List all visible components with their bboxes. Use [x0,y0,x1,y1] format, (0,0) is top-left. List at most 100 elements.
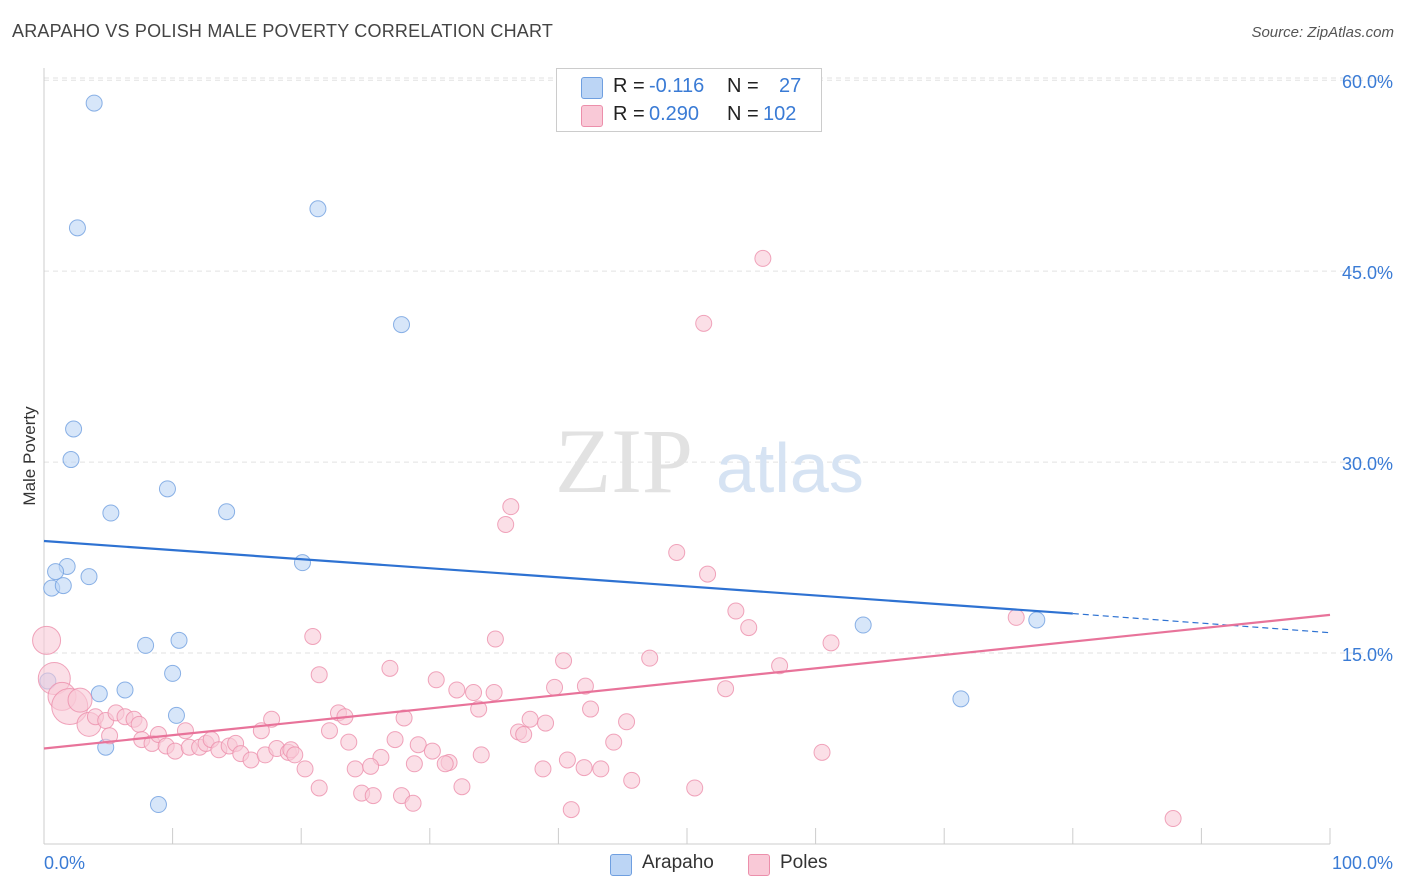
data-point-poles [1007,608,1025,626]
data-point-poles [423,742,441,760]
watermark-zip: ZIP [555,410,693,512]
legend-swatch-poles [748,854,770,876]
y-tick-label: 30.0% [1342,454,1393,474]
data-point-poles [470,700,488,718]
data-point-arapaho [137,636,155,654]
data-point-poles [576,677,594,695]
data-point-poles [641,649,659,667]
data-point-poles [515,726,533,744]
data-point-poles [386,731,404,749]
data-point-poles [176,722,194,740]
legend-n-value: 102 [763,103,797,125]
data-point-poles [395,709,413,727]
data-point-poles [427,671,445,689]
data-point-arapaho [952,690,970,708]
legend-label-arapaho: Arapaho [642,852,714,873]
data-point-arapaho [116,681,134,699]
data-point-poles [521,710,539,728]
data-point-arapaho [854,616,872,634]
data-point-poles [575,759,593,777]
data-point-poles [32,625,62,655]
data-points [32,94,1182,828]
legend-n-label: N = [727,75,759,97]
legend-label-poles: Poles [780,852,828,873]
data-point-poles [242,751,260,769]
y-tick-label: 15.0% [1342,645,1393,665]
trend-line-poles [43,613,1331,750]
data-point-poles [263,710,281,728]
legend-r-value: -0.116 [649,75,705,97]
data-point-arapaho [393,316,411,334]
data-point-poles [405,755,423,773]
data-point-poles [448,681,466,699]
data-point-poles [166,742,184,760]
data-point-arapaho [170,631,188,649]
data-point-poles [592,760,610,778]
watermark: ZIP atlas [555,410,864,512]
data-point-arapaho [68,219,86,237]
data-point-poles [497,515,515,533]
gridlines [44,77,1394,654]
data-point-poles [130,715,148,733]
legend-swatch-poles [581,105,603,127]
data-point-poles [686,779,704,797]
data-point-poles [465,684,483,702]
data-point-poles [546,678,564,696]
data-point-poles [346,760,364,778]
data-point-poles [582,700,600,718]
data-point-arapaho [149,796,167,814]
data-point-arapaho [218,503,236,521]
data-point-arapaho [164,664,182,682]
y-tick-label: 60.0% [1342,72,1393,92]
data-point-arapaho [62,451,80,469]
data-point-poles [286,746,304,764]
y-tick-label: 45.0% [1342,263,1393,283]
legend-swatch-arapaho [610,854,632,876]
data-point-arapaho [47,563,65,581]
data-point-poles [717,680,735,698]
data-point-poles [534,760,552,778]
data-point-poles [404,794,422,812]
data-point-poles [740,619,758,637]
data-point-poles [453,778,471,796]
data-point-poles [813,743,831,761]
legend-swatch-arapaho [581,77,603,99]
data-point-poles [409,736,427,754]
data-point-poles [695,314,713,332]
data-point-arapaho [167,706,185,724]
data-point-poles [364,787,382,805]
data-point-poles [304,628,322,646]
chart-source: Source: ZipAtlas.com [1251,24,1394,41]
data-point-poles [296,760,314,778]
data-point-poles [537,714,555,732]
data-point-poles [668,543,686,561]
x-tick-label: 100.0% [1332,853,1393,873]
data-point-poles [771,657,789,675]
data-point-poles [555,652,573,670]
data-point-arapaho [65,420,83,438]
data-point-poles [340,733,358,751]
data-point-poles [310,779,328,797]
correlation-legend: R = -0.116 N = 27 R = 0.290 N = 102 [556,68,822,132]
data-point-poles [822,634,840,652]
data-point-poles [436,755,454,773]
data-point-poles [618,713,636,731]
legend-r-label: R = [613,103,645,125]
legend-n-label: N = [727,103,759,125]
data-point-poles [754,249,772,267]
data-point-arapaho [80,568,98,586]
data-point-poles [558,751,576,769]
data-point-arapaho [54,577,72,595]
trend-line-extension-arapaho [1072,612,1331,634]
data-point-arapaho [293,554,311,572]
data-point-poles [320,722,338,740]
data-point-poles [472,746,490,764]
data-point-poles [562,801,580,819]
data-point-poles [381,659,399,677]
data-point-poles [623,771,641,789]
legend-n-value: 27 [779,75,802,97]
trend-line-arapaho [43,539,1073,615]
data-point-arapaho [309,200,327,218]
axes [43,68,1331,845]
